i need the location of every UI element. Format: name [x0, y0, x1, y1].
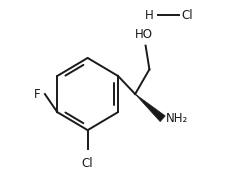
Text: NH₂: NH₂: [166, 112, 188, 125]
Text: Cl: Cl: [82, 157, 94, 170]
Text: HO: HO: [135, 28, 153, 41]
Text: F: F: [34, 88, 40, 101]
Text: Cl: Cl: [182, 9, 193, 22]
Text: H: H: [144, 9, 153, 22]
Polygon shape: [135, 94, 165, 122]
